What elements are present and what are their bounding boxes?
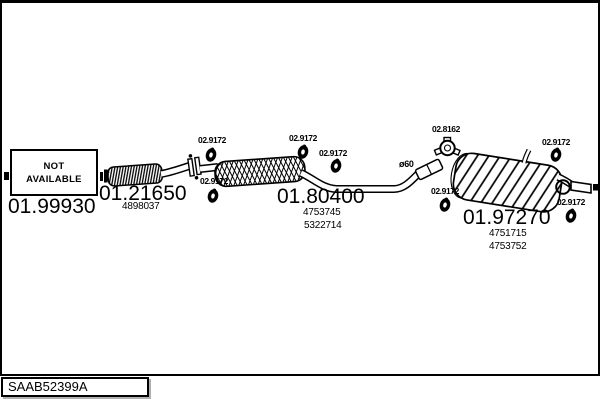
flange-joint-drawing bbox=[187, 154, 202, 180]
diagram-code-box: SAAB52399A bbox=[1, 377, 149, 397]
middle-muffler-oe2-label: 5322714 bbox=[304, 220, 342, 231]
rear-muffler-ref-label: 01.97270 bbox=[463, 206, 551, 229]
clamp-icon bbox=[433, 136, 461, 157]
hanger-ref-label: 02.9172 bbox=[319, 148, 347, 158]
hanger-ref-label: 02.9172 bbox=[542, 137, 570, 147]
hanger-icon bbox=[550, 147, 562, 162]
not-available-line2: AVAILABLE bbox=[26, 173, 82, 185]
hanger-ref-label: 02.9172 bbox=[198, 135, 226, 145]
rear-muffler-oe1-label: 4751715 bbox=[489, 228, 527, 239]
hanger-icon bbox=[330, 158, 342, 173]
hanger-icon bbox=[207, 188, 219, 203]
hanger-ref-label: 02.9172 bbox=[200, 176, 228, 186]
not-available-box: NOT AVAILABLE bbox=[10, 149, 98, 196]
hanger-icon bbox=[565, 208, 577, 223]
clamp-ref-label: 02.8162 bbox=[432, 124, 460, 134]
pipe-diameter-label: ø60 bbox=[399, 159, 414, 169]
hanger-ref-label: 02.9172 bbox=[289, 133, 317, 143]
middle-muffler-oe1-label: 4753745 bbox=[303, 207, 341, 218]
not-available-line1: NOT bbox=[43, 160, 65, 172]
intermediate-pipe-drawing bbox=[299, 158, 444, 193]
middle-muffler-drawing bbox=[199, 155, 306, 188]
diagram-frame: NOT AVAILABLE 01.99930 01.21650 01.80400… bbox=[0, 0, 600, 376]
hanger-icon bbox=[439, 197, 451, 212]
front-pipe-oe-label: 4898037 bbox=[122, 201, 160, 212]
rear-muffler-drawing bbox=[450, 148, 563, 213]
hanger-ref-label: 02.9172 bbox=[431, 186, 459, 196]
rear-muffler-oe2-label: 4753752 bbox=[489, 241, 527, 252]
frame-connection-tab bbox=[4, 172, 9, 180]
diagram-code: SAAB52399A bbox=[8, 379, 88, 394]
exhaust-diagram bbox=[4, 136, 599, 223]
hanger-icon bbox=[205, 147, 217, 162]
front-pipe-ref-label: 01.21650 bbox=[99, 182, 187, 205]
tail-pipe-drawing bbox=[555, 173, 599, 195]
front-section-ref-label: 01.99930 bbox=[8, 195, 96, 218]
middle-muffler-ref-label: 01.80400 bbox=[277, 185, 365, 208]
hanger-icon bbox=[297, 144, 309, 159]
front-flex-pipe-drawing bbox=[100, 161, 194, 187]
hanger-ref-label: 02.9172 bbox=[557, 197, 585, 207]
